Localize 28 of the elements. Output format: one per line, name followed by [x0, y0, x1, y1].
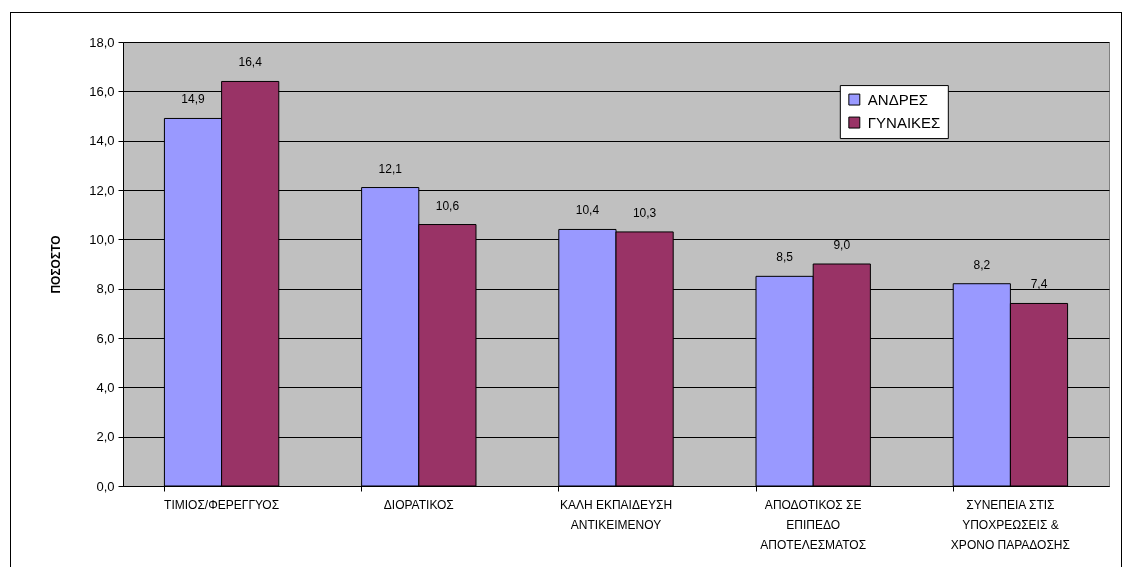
x-tick-label: ΤΙΜΙΟΣ/ΦΕΡΕΓΓΥΟΣ — [164, 497, 280, 512]
x-tick-label: ΔΙΟΡΑΤΙΚΟΣ — [383, 497, 454, 512]
data-label: 12,1 — [378, 161, 403, 176]
data-label: 9,0 — [833, 238, 851, 252]
data-label: 8,2 — [973, 257, 991, 272]
y-tick-label: 8,0 — [96, 281, 115, 297]
y-axis-title: ΠΟΣΟΣΤΟ — [49, 235, 64, 294]
y-tick-label: 14,0 — [89, 133, 115, 149]
data-label: 10,3 — [632, 205, 657, 220]
y-tick-label: 4,0 — [96, 379, 115, 395]
y-tick-label: 16,0 — [89, 83, 115, 99]
data-label: 16,4 — [238, 55, 263, 70]
y-tick-label: 18,0 — [89, 34, 115, 50]
x-tick-label: ΑΠΟΔΟΤΙΚΟΣ ΣΕ ΕΠΙΠΕΔΟ ΑΠΟΤΕΛΕΣΜΑΤΟΣ — [760, 497, 867, 552]
y-tick-label: 12,0 — [89, 182, 115, 198]
data-label: 10,4 — [575, 203, 600, 218]
data-label: 8,5 — [776, 250, 794, 265]
y-tick-label: 6,0 — [96, 330, 115, 346]
y-tick-label: 10,0 — [89, 231, 115, 247]
y-tick-label: 0,0 — [96, 478, 115, 494]
data-label: 7,4 — [1030, 277, 1048, 292]
data-label: 10,6 — [435, 198, 460, 213]
data-label: 14,9 — [181, 92, 206, 107]
y-tick-label: 2,0 — [96, 429, 115, 445]
legend-label: ΓΥΝΑΙΚΕΣ — [867, 113, 941, 131]
x-tick-label: ΣΥΝΕΠΕΙΑ ΣΤΙΣ ΥΠΟΧΡΕΩΣΕΙΣ & ΧΡΟΝΟ ΠΑΡΑΔΟΣΗΣ — [950, 497, 1070, 552]
x-tick-label: ΚΑΛΗ ΕΚΠΑΙΔΕΥΣΗ ΑΝΤΙΚΕΙΜΕΝΟΥ — [559, 497, 673, 532]
legend-label: ΑΝΔΡΕΣ — [867, 90, 928, 108]
